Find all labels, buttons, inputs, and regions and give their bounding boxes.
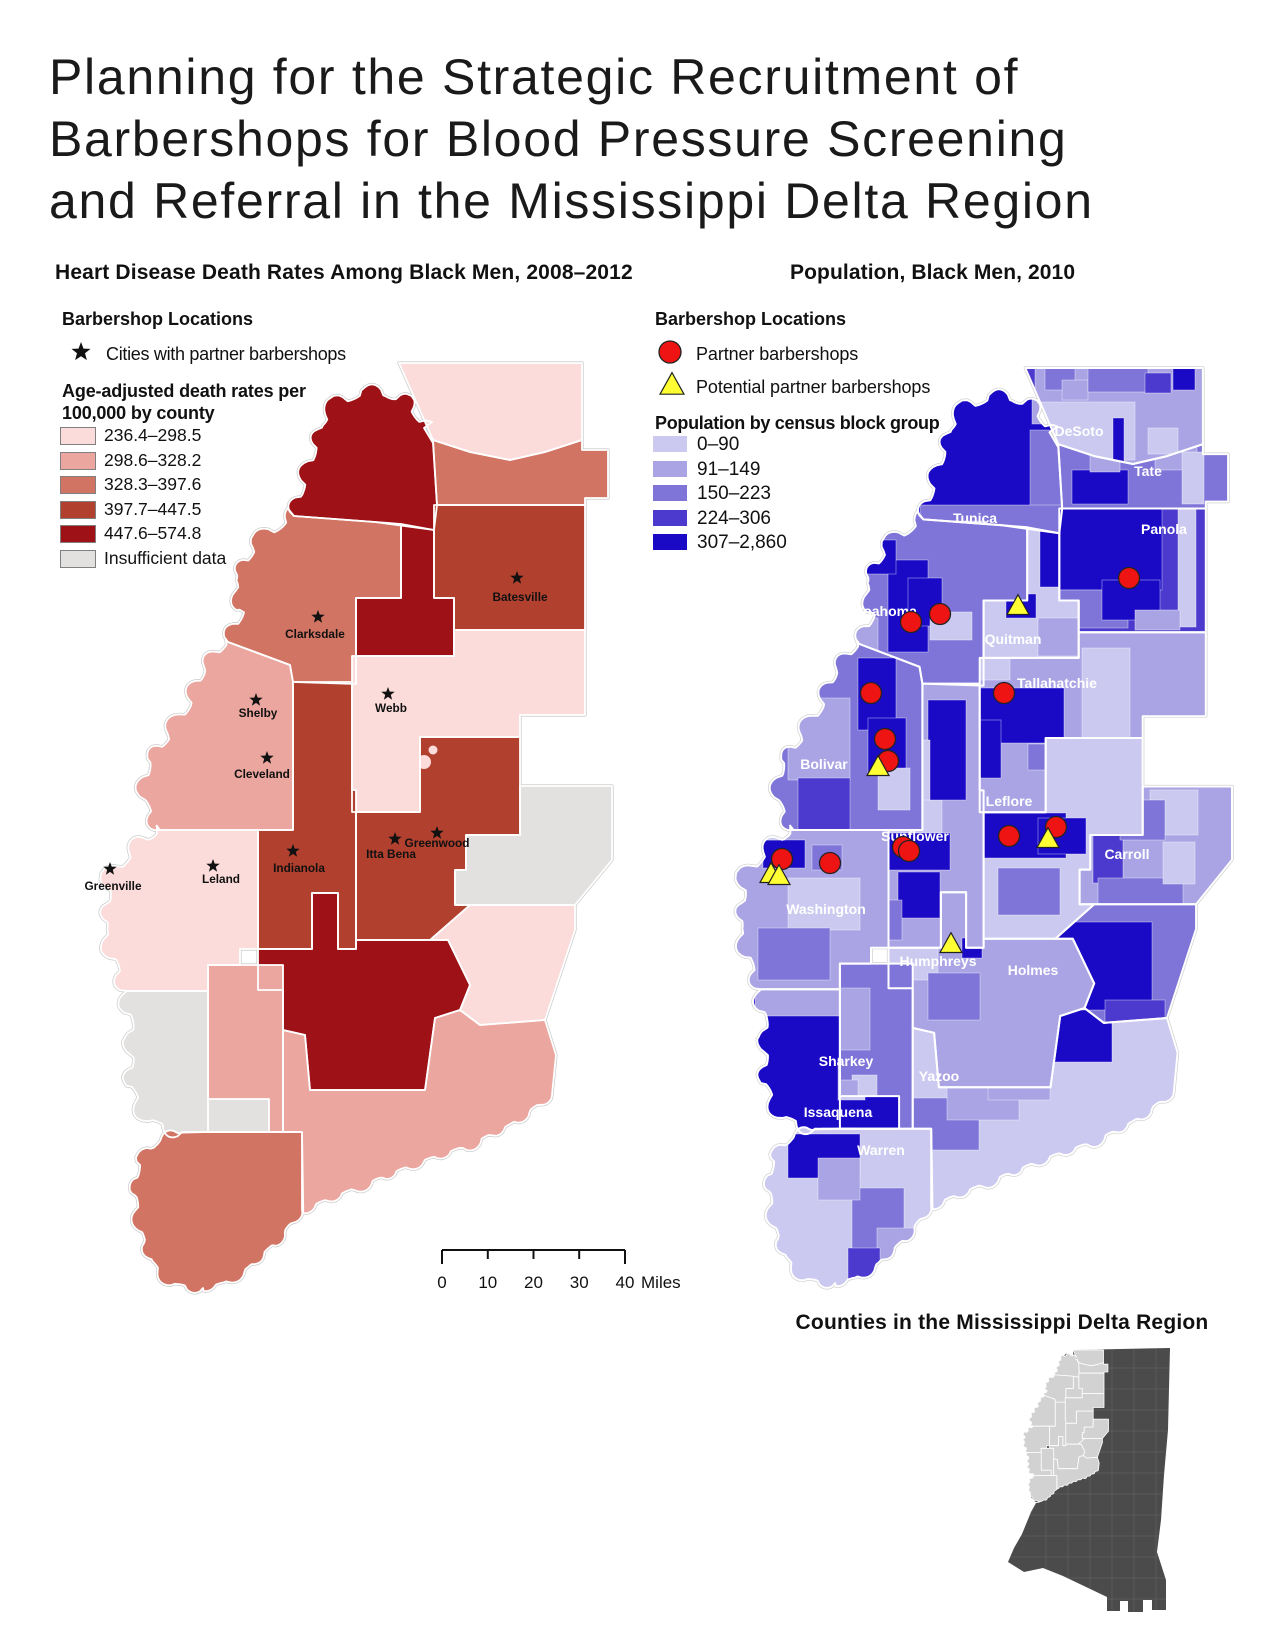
svg-text:Tallahatchie: Tallahatchie: [1017, 675, 1097, 691]
svg-text:Warren: Warren: [857, 1142, 905, 1158]
svg-text:Cleveland: Cleveland: [234, 767, 290, 781]
svg-text:0: 0: [437, 1273, 446, 1292]
svg-text:Issaquena: Issaquena: [804, 1104, 873, 1120]
svg-text:Sharkey: Sharkey: [819, 1053, 874, 1069]
svg-text:30: 30: [570, 1273, 589, 1292]
svg-text:DeSoto: DeSoto: [1055, 423, 1104, 439]
svg-text:10: 10: [478, 1273, 497, 1292]
svg-text:40: 40: [616, 1273, 635, 1292]
svg-text:Greenville: Greenville: [84, 879, 141, 893]
svg-text:Greenwood: Greenwood: [405, 836, 470, 850]
svg-text:Humphreys: Humphreys: [899, 953, 976, 969]
svg-text:Leflore: Leflore: [986, 793, 1033, 809]
svg-text:Tate: Tate: [1134, 463, 1162, 479]
svg-text:Batesville: Batesville: [492, 590, 548, 604]
svg-text:Webb: Webb: [375, 701, 407, 715]
svg-text:Quitman: Quitman: [985, 631, 1042, 647]
svg-text:Yazoo: Yazoo: [919, 1068, 959, 1084]
svg-text:Sunflower: Sunflower: [881, 828, 949, 844]
svg-text:Carroll: Carroll: [1104, 846, 1149, 862]
svg-text:Miles: Miles: [641, 1273, 681, 1292]
svg-text:Coahoma: Coahoma: [853, 603, 917, 619]
svg-text:Itta Bena: Itta Bena: [366, 847, 416, 861]
svg-text:Panola: Panola: [1141, 521, 1187, 537]
svg-text:Indianola: Indianola: [273, 861, 325, 875]
svg-text:Holmes: Holmes: [1008, 962, 1059, 978]
svg-text:Tunica: Tunica: [953, 510, 997, 526]
svg-text:20: 20: [524, 1273, 543, 1292]
svg-text:Leland: Leland: [202, 872, 240, 886]
svg-text:Bolivar: Bolivar: [800, 756, 848, 772]
svg-text:Clarksdale: Clarksdale: [285, 627, 345, 641]
svg-text:Shelby: Shelby: [239, 706, 278, 720]
svg-text:Washington: Washington: [786, 901, 866, 917]
